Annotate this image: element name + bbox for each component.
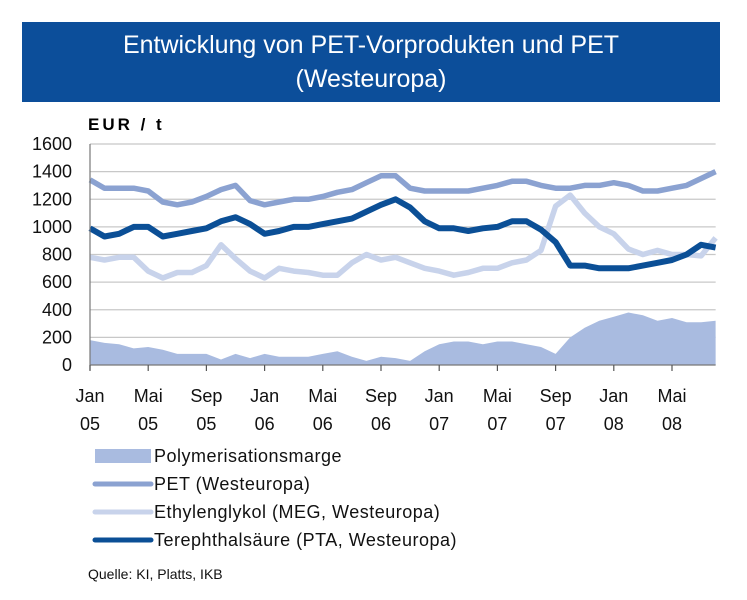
x-tick-month: Mai (483, 386, 512, 406)
legend-label: Polymerisationsmarge (154, 446, 342, 466)
y-tick-label: 200 (42, 327, 72, 347)
source-note: Quelle: KI, Platts, IKB (88, 566, 223, 582)
x-tick-year: 05 (196, 414, 216, 434)
x-tick-year: 05 (80, 414, 100, 434)
line-pet (88, 169, 717, 208)
x-tick-month: Sep (365, 386, 397, 406)
y-tick-label: 800 (42, 245, 72, 265)
x-tick-year: 06 (255, 414, 275, 434)
legend-swatch (95, 449, 151, 463)
x-tick-month: Mai (134, 386, 163, 406)
x-tick-month: Mai (657, 386, 686, 406)
chart-title: Entwicklung von PET-Vorprodukten und PET (122, 31, 620, 59)
chart-subtitle: (Westeuropa) (295, 65, 447, 93)
area-polymerisationsmarge (90, 312, 716, 365)
y-tick-label: 400 (42, 300, 72, 320)
chart-title-bar: Entwicklung von PET-Vorprodukten und PET… (22, 22, 720, 102)
x-tick-month: Sep (540, 386, 572, 406)
y-tick-label: 1400 (32, 162, 72, 182)
y-tick-label: 0 (62, 355, 72, 375)
x-tick-year: 06 (313, 414, 333, 434)
x-tick-year: 07 (429, 414, 449, 434)
x-tick-month: Jan (425, 386, 454, 406)
legend-label: PET (Westeuropa) (154, 474, 310, 494)
x-tick-month: Jan (75, 386, 104, 406)
x-tick-year: 08 (662, 414, 682, 434)
x-tick-year: 06 (371, 414, 391, 434)
x-tick-month: Jan (599, 386, 628, 406)
y-tick-label: 600 (42, 272, 72, 292)
legend-label: Terephthalsäure (PTA, Westeuropa) (154, 530, 457, 550)
line-meg (89, 192, 718, 281)
line-pta (88, 196, 717, 272)
x-tick-month: Jan (250, 386, 279, 406)
x-tick-year: 08 (604, 414, 624, 434)
y-tick-label: 1200 (32, 189, 72, 209)
x-tick-year: 07 (546, 414, 566, 434)
x-tick-month: Mai (308, 386, 337, 406)
y-tick-label: 1600 (32, 134, 72, 154)
x-tick-month: Sep (190, 386, 222, 406)
x-tick-year: 07 (487, 414, 507, 434)
y-axis-label: EUR / t (88, 115, 165, 134)
x-tick-year: 05 (138, 414, 158, 434)
legend-label: Ethylenglykol (MEG, Westeuropa) (154, 502, 440, 522)
y-tick-label: 1000 (32, 217, 72, 237)
